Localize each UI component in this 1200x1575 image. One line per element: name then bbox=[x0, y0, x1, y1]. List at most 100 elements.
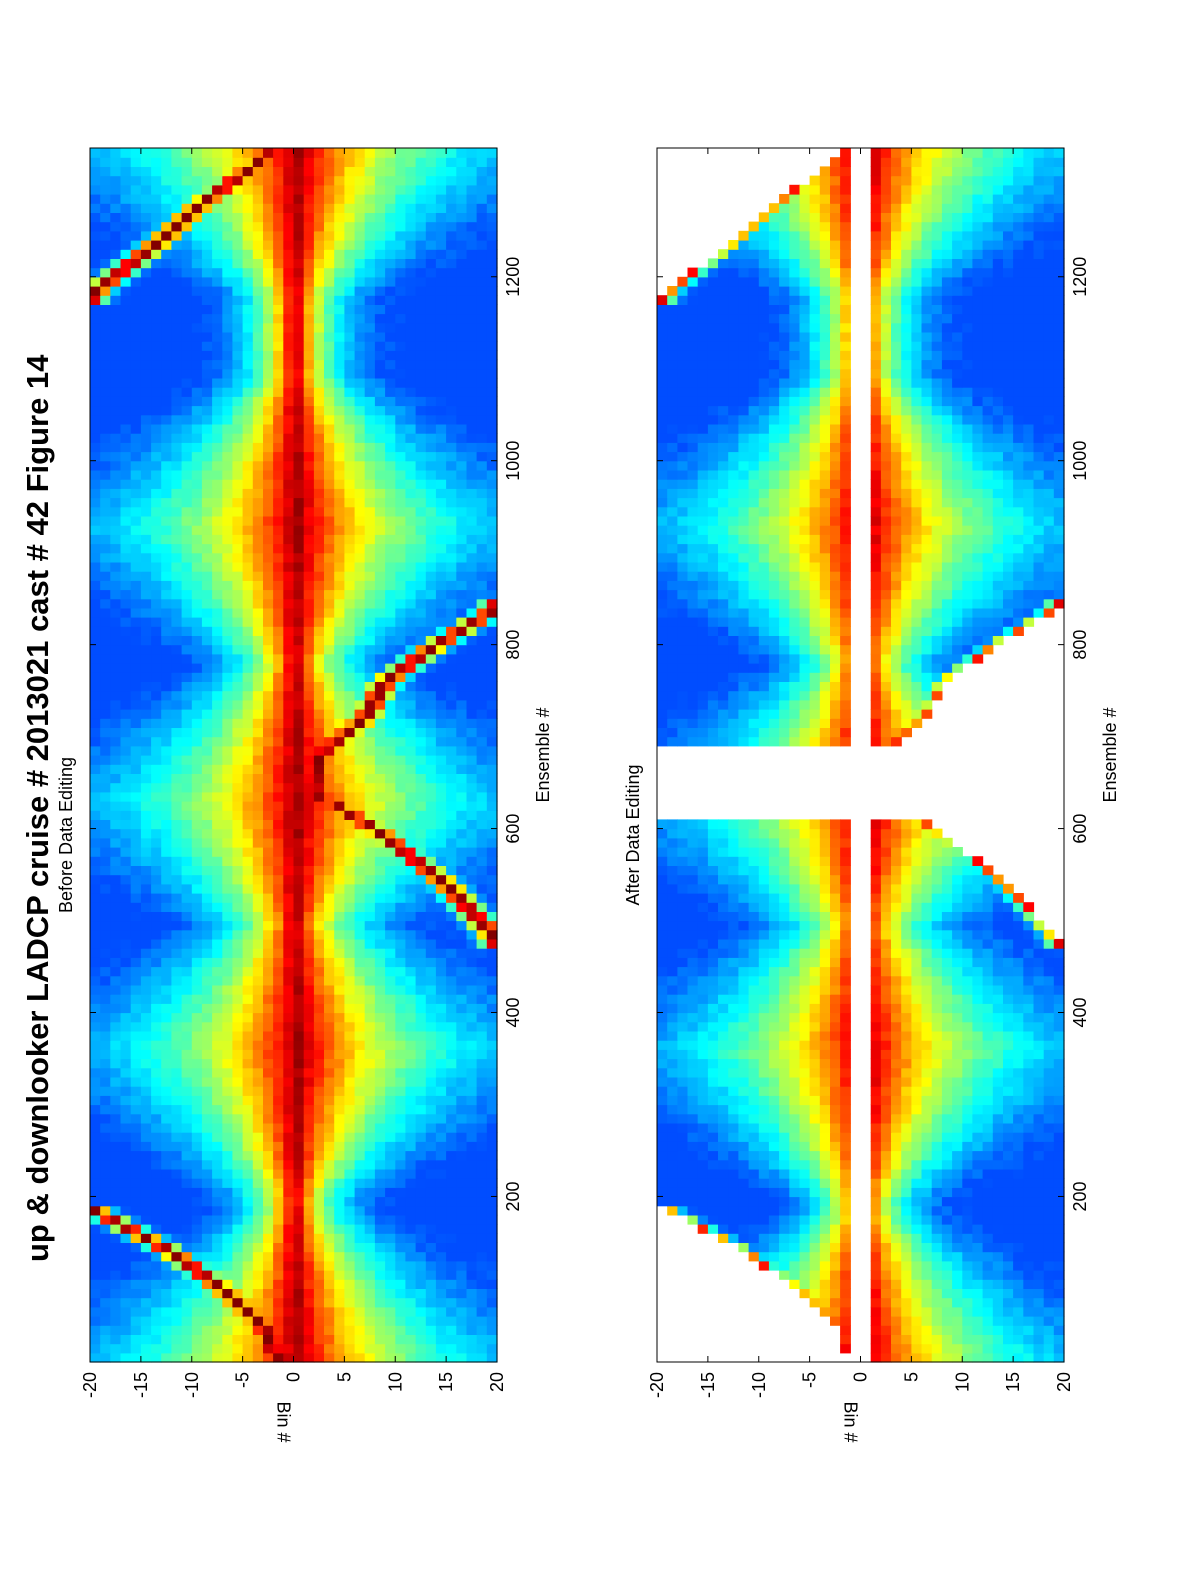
heatmap-cell bbox=[415, 938, 427, 949]
heatmap-cell bbox=[313, 635, 325, 646]
heatmap-cell bbox=[110, 1306, 122, 1317]
heatmap-cell bbox=[303, 534, 315, 545]
heatmap-cell bbox=[293, 479, 305, 489]
heatmap-cell bbox=[181, 543, 193, 554]
heatmap-cell bbox=[151, 948, 162, 958]
heatmap-cell bbox=[476, 1040, 488, 1050]
heatmap-cell bbox=[344, 865, 356, 876]
heatmap-cell bbox=[212, 773, 223, 784]
heatmap-cell bbox=[313, 801, 325, 811]
heatmap-cell bbox=[140, 313, 152, 324]
heatmap-cell bbox=[486, 1343, 498, 1354]
heatmap-cell bbox=[283, 617, 295, 627]
heatmap-cell bbox=[191, 258, 203, 269]
heatmap-cell bbox=[486, 718, 498, 728]
heatmap-cell bbox=[181, 1251, 193, 1262]
heatmap-cell bbox=[476, 1113, 488, 1124]
heatmap-cell bbox=[140, 1325, 152, 1335]
heatmap-cell bbox=[201, 1067, 213, 1078]
heatmap-cell bbox=[151, 984, 162, 995]
heatmap-cell bbox=[446, 249, 457, 259]
heatmap-cell bbox=[212, 286, 223, 296]
heatmap-cell bbox=[191, 1122, 203, 1133]
heatmap-cell bbox=[456, 1334, 468, 1345]
heatmap-cell bbox=[151, 966, 162, 977]
heatmap-cell bbox=[100, 488, 111, 499]
heatmap-cell bbox=[293, 1187, 305, 1198]
heatmap-cell bbox=[201, 313, 213, 324]
heatmap-cell bbox=[222, 1352, 234, 1363]
heatmap-cell bbox=[151, 1196, 162, 1207]
heatmap-cell bbox=[90, 828, 101, 839]
heatmap-cell bbox=[120, 975, 132, 986]
heatmap-cell bbox=[171, 515, 183, 526]
heatmap-cell bbox=[344, 433, 356, 443]
heatmap-cell bbox=[354, 276, 366, 287]
heatmap-cell bbox=[374, 663, 386, 673]
heatmap-cell bbox=[242, 350, 254, 361]
heatmap-cell bbox=[252, 709, 264, 719]
heatmap-cell bbox=[344, 1058, 356, 1069]
heatmap-cell bbox=[354, 865, 366, 876]
heatmap-cell bbox=[364, 322, 376, 333]
heatmap-cell bbox=[405, 1178, 417, 1188]
heatmap-cell bbox=[201, 755, 213, 765]
heatmap-cell bbox=[181, 644, 193, 655]
heatmap-cell bbox=[273, 1095, 284, 1106]
heatmap-cell bbox=[110, 635, 122, 646]
heatmap-cell bbox=[334, 1316, 345, 1326]
heatmap-cell bbox=[201, 598, 213, 609]
heatmap-cell bbox=[354, 1260, 366, 1271]
heatmap-cell bbox=[130, 423, 142, 434]
heatmap-cell bbox=[191, 1316, 203, 1326]
heatmap-cell bbox=[466, 1159, 478, 1170]
heatmap-cell bbox=[293, 1040, 305, 1050]
heatmap-cell bbox=[354, 893, 366, 903]
heatmap-cell bbox=[242, 1159, 254, 1170]
heatmap-cell bbox=[252, 423, 264, 434]
heatmap-cell bbox=[100, 1150, 111, 1161]
heatmap-cell bbox=[201, 1343, 213, 1354]
heatmap-cell bbox=[313, 672, 325, 682]
heatmap-cell bbox=[90, 1214, 101, 1225]
heatmap-cell bbox=[201, 764, 213, 774]
heatmap-cell bbox=[222, 773, 234, 784]
heatmap-cell bbox=[446, 368, 457, 379]
heatmap-cell bbox=[263, 258, 274, 269]
heatmap-cell bbox=[181, 1214, 193, 1225]
heatmap-cell bbox=[395, 801, 407, 811]
heatmap-cell bbox=[181, 1095, 193, 1106]
heatmap-cell bbox=[161, 295, 172, 305]
heatmap-cell bbox=[252, 350, 264, 361]
heatmap-cell bbox=[252, 1187, 264, 1198]
heatmap-cell bbox=[252, 387, 264, 397]
heatmap-cell bbox=[425, 984, 437, 995]
heatmap-cell bbox=[100, 1279, 111, 1289]
heatmap-cell bbox=[283, 893, 295, 903]
heatmap-cell bbox=[435, 663, 447, 673]
heatmap-cell bbox=[334, 929, 345, 940]
heatmap-cell bbox=[364, 1205, 376, 1216]
heatmap-cell bbox=[425, 672, 437, 682]
heatmap-cell bbox=[344, 902, 356, 912]
heatmap-cell bbox=[273, 561, 284, 572]
heatmap-cell bbox=[313, 423, 325, 434]
heatmap-cell bbox=[303, 975, 315, 986]
heatmap-cell bbox=[242, 1003, 254, 1014]
heatmap-cell bbox=[222, 1021, 234, 1032]
heatmap-cell bbox=[181, 1343, 193, 1354]
heatmap-cell bbox=[242, 856, 254, 866]
heatmap-cell bbox=[405, 598, 417, 609]
heatmap-cell bbox=[313, 874, 325, 885]
heatmap-cell bbox=[344, 727, 356, 738]
heatmap-cell bbox=[151, 322, 162, 333]
heatmap-cell bbox=[232, 663, 244, 673]
heatmap-cell bbox=[324, 534, 335, 545]
heatmap-cell bbox=[405, 782, 417, 793]
heatmap-cell bbox=[201, 635, 213, 646]
heatmap-cell bbox=[140, 212, 152, 223]
heatmap-cell bbox=[435, 276, 447, 287]
heatmap-cell bbox=[273, 1343, 284, 1354]
heatmap-cell bbox=[212, 635, 223, 646]
heatmap-cell bbox=[273, 727, 284, 738]
